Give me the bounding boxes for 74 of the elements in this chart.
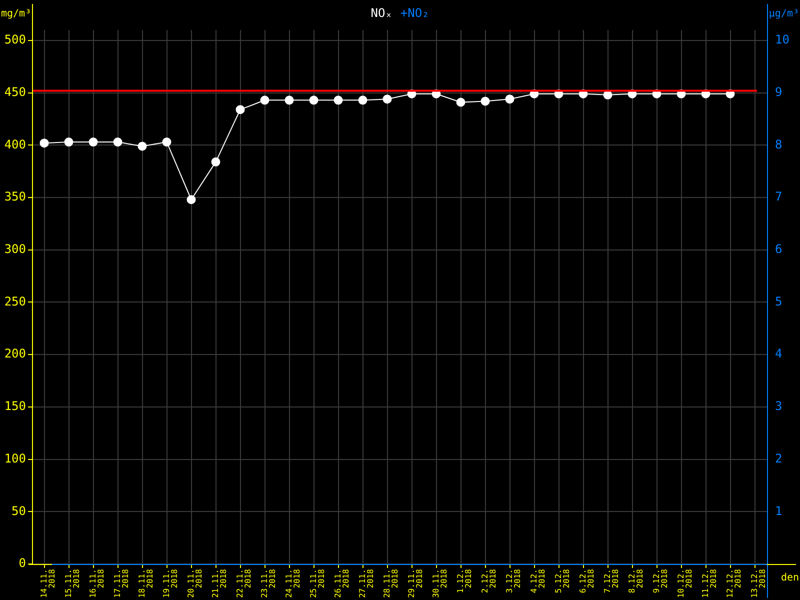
y2-tick-label: 9 xyxy=(775,84,782,99)
y2-tick-label: 5 xyxy=(775,294,782,308)
x-tick-label: 7.12. 2018 xyxy=(602,568,620,594)
y-tick-label: 250 xyxy=(4,294,26,308)
y2-tick-label: 2 xyxy=(775,451,782,466)
x-tick-label: 11.12. 2018 xyxy=(700,568,718,598)
point xyxy=(334,96,343,105)
x-tick-label: 27.11. 2018 xyxy=(358,568,375,598)
y2-tick-label: 8 xyxy=(775,137,782,152)
y-tick-label: 100 xyxy=(4,451,26,466)
point xyxy=(456,98,466,107)
point xyxy=(382,94,392,104)
point xyxy=(40,138,49,148)
y-tick-label: 400 xyxy=(4,137,26,152)
x-tick-label: 12.12. 2018 xyxy=(725,568,742,598)
x-tick-label: 19.11. 2018 xyxy=(162,568,179,598)
x-tick-label: 6.12. 2018 xyxy=(578,568,596,594)
point xyxy=(162,138,172,147)
point xyxy=(480,96,490,106)
x-tick-label: 29.11. 2018 xyxy=(406,568,424,598)
y2-tick-label: 7 xyxy=(775,190,782,204)
x-tick-label: 30.11. 2018 xyxy=(431,568,448,598)
point xyxy=(211,157,220,166)
y-tick-label: 500 xyxy=(4,32,26,47)
point xyxy=(284,96,294,105)
x-tick-label: 18.11. 2018 xyxy=(137,568,154,598)
y-tick-label: 450 xyxy=(4,84,26,99)
y2-axis-title: µg/m³ xyxy=(768,8,799,20)
x-tick-label: 15.11. 2018 xyxy=(64,568,81,598)
y-tick-label: 150 xyxy=(4,399,26,414)
y2-tick-label: 3 xyxy=(775,399,782,414)
point xyxy=(64,138,74,147)
x-tick-label: 20.11. 2018 xyxy=(186,568,204,598)
x-tick-label: 14.11. 2018 xyxy=(39,568,56,598)
y2-tick-label: 1 xyxy=(775,504,782,518)
y2-tick-label: 4 xyxy=(775,346,782,361)
x-tick-label: 3.12. 2018 xyxy=(504,568,522,594)
x-tick-label: 13.12. 2018 xyxy=(750,568,767,598)
x-tick-label: 28.11. 2018 xyxy=(382,568,400,598)
x-tick-label: 17.11. 2018 xyxy=(112,568,130,598)
x-tick-label: 4.12. 2018 xyxy=(529,568,546,594)
x-tick-label: 1.12. 2018 xyxy=(456,568,473,594)
x-tick-label: 8.12. 2018 xyxy=(627,568,644,594)
x-tick-label: 5.12. 2018 xyxy=(554,568,571,594)
x-tick-label: 21.11. 2018 xyxy=(210,568,228,598)
x-tick-label: 24.11. 2018 xyxy=(284,568,302,598)
x-axis-title: den xyxy=(780,572,799,584)
point xyxy=(186,195,196,204)
point xyxy=(113,138,122,147)
text: NOₓ xyxy=(370,6,392,20)
y-tick-label: 350 xyxy=(4,190,26,204)
x-tick-label: 23.11. 2018 xyxy=(260,568,277,598)
x-tick-label: 22.11. 2018 xyxy=(235,568,252,598)
y-tick-label: 200 xyxy=(4,346,26,361)
x-tick-label: 9.12. 2018 xyxy=(652,568,669,594)
x-tick-label: 10.12. 2018 xyxy=(676,568,694,598)
x-tick-label: 26.11. 2018 xyxy=(333,568,350,598)
point xyxy=(236,105,245,114)
x-tick-label: 25.11. 2018 xyxy=(308,568,326,598)
x-tick-label: 16.11. 2018 xyxy=(88,568,106,598)
y-tick-label: 300 xyxy=(4,242,26,256)
y2-tick-label: 10 xyxy=(775,32,790,47)
y2-tick-label: 6 xyxy=(775,242,782,256)
point xyxy=(505,94,514,104)
point xyxy=(138,142,147,151)
point xyxy=(260,96,270,105)
point xyxy=(88,138,98,147)
y-tick-label: 50 xyxy=(12,504,26,518)
legend-label: +NO₂ xyxy=(400,6,430,20)
y-axis-title: mg/m³ xyxy=(1,8,32,20)
x-tick-label: 2.12. 2018 xyxy=(480,568,498,594)
point xyxy=(309,96,318,105)
y-tick-label: 0 xyxy=(18,556,26,570)
point xyxy=(358,96,368,105)
